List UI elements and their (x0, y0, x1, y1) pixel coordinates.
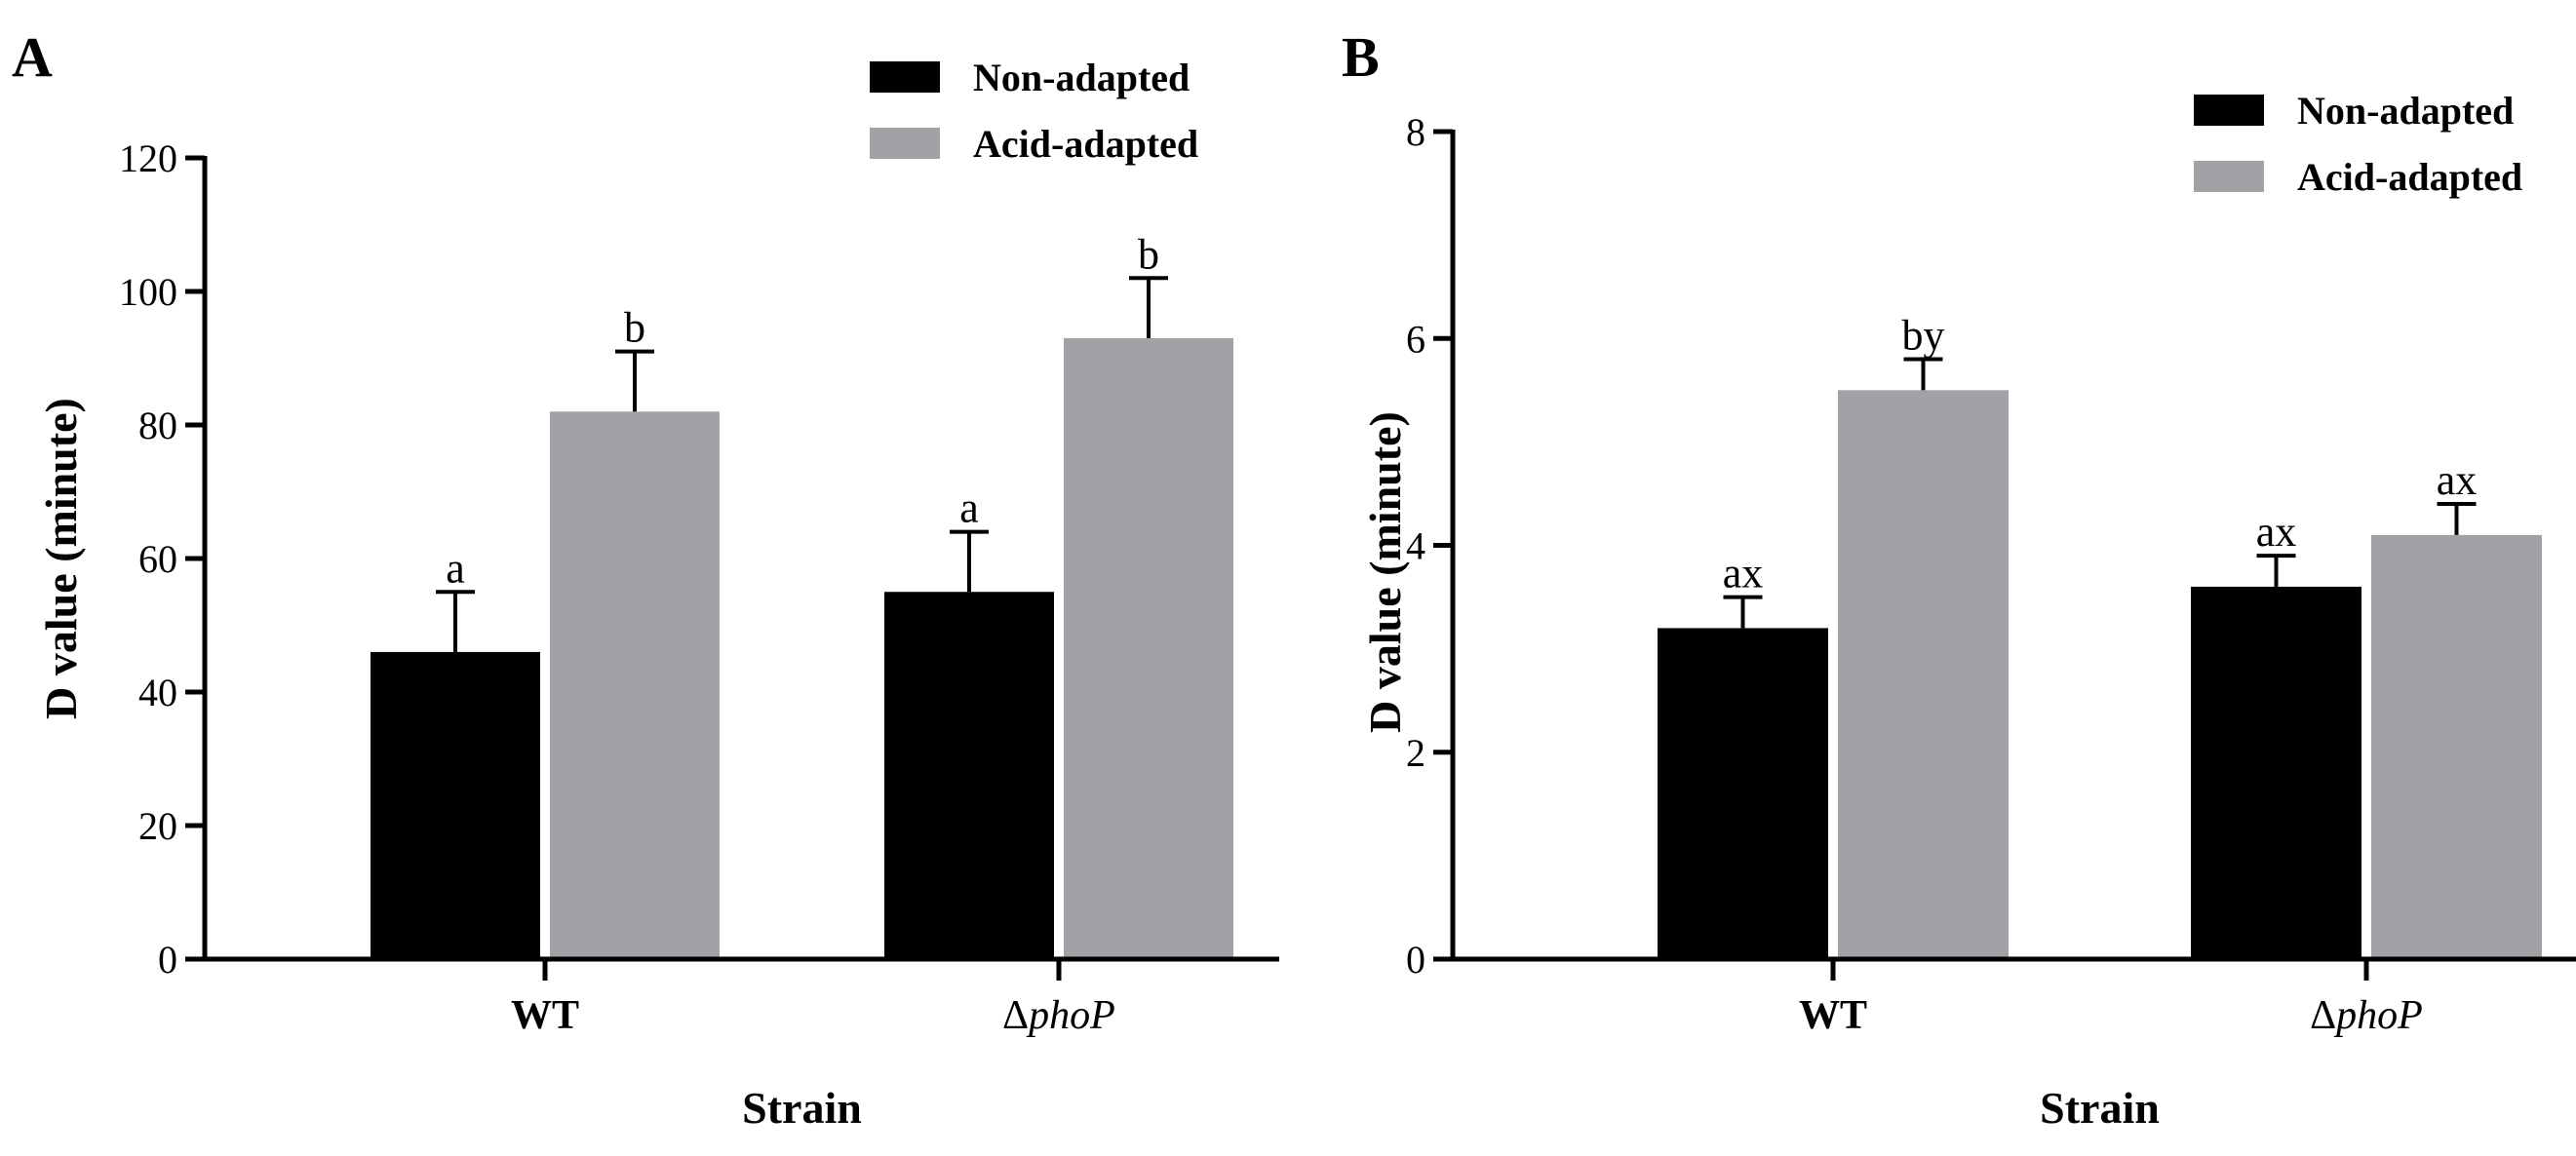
significance-label: a (446, 544, 465, 592)
x-tick-label: WT (511, 993, 579, 1038)
y-tick-label: 2 (1406, 731, 1425, 775)
y-tick-label: 8 (1406, 110, 1425, 154)
y-tick-label: 60 (138, 537, 177, 581)
bar-non-adapted-wt (1658, 628, 1828, 959)
y-tick-label: 0 (158, 938, 177, 982)
y-tick-label: 120 (119, 136, 177, 180)
legend-swatch-non-adapted (870, 61, 940, 93)
bar-non-adapted-phop (2191, 586, 2361, 959)
legend-label: Non-adapted (973, 56, 1190, 99)
x-tick-label: WT (1799, 993, 1867, 1038)
y-tick-label: 20 (138, 804, 177, 848)
legend-label: Non-adapted (2297, 89, 2514, 133)
y-tick-label: 6 (1406, 317, 1425, 361)
significance-label: a (959, 484, 979, 532)
bar-acid-adapted-phop (2371, 534, 2542, 959)
bar-non-adapted-phop (884, 592, 1054, 959)
panel-a: Aa b WT a b ΔphoP 0 20 40 60 80 100 120 D value (minu… (12, 25, 1279, 1133)
y-axis-title: D value (minute) (1360, 411, 1410, 733)
legend-swatch-acid-adapted (870, 128, 940, 159)
y-tick-label: 4 (1406, 524, 1425, 568)
legend-label: Acid-adapted (973, 122, 1198, 166)
bar-acid-adapted-phop (1064, 337, 1233, 959)
legend-label: Acid-adapted (2297, 155, 2522, 199)
significance-label: ax (2437, 456, 2478, 504)
x-tick-label: ΔphoP (2310, 993, 2423, 1038)
bar-acid-adapted-wt (1838, 390, 2009, 959)
y-tick-label: 80 (138, 404, 177, 447)
significance-label: b (624, 304, 645, 352)
y-tick-label: 0 (1406, 938, 1425, 982)
panel-letter: A (12, 25, 53, 89)
y-tick-label: 100 (119, 270, 177, 314)
significance-label: b (1138, 230, 1159, 278)
panel-b: Bax by WT ax ax ΔphoP 0 2 4 6 8 D value (minute) Str… (1342, 25, 2576, 1133)
bar-non-adapted-wt (371, 651, 540, 959)
legend-swatch-non-adapted (2194, 95, 2264, 126)
y-tick-label: 40 (138, 671, 177, 714)
significance-label: ax (1723, 550, 1764, 597)
significance-label: ax (2256, 508, 2297, 556)
bar-acid-adapted-wt (550, 411, 720, 959)
panel-letter: B (1342, 25, 1380, 89)
x-axis-title: Strain (2040, 1083, 2160, 1133)
y-axis-title: D value (minute) (36, 398, 86, 719)
x-tick-label: ΔphoP (1002, 993, 1115, 1038)
x-axis-title: Strain (742, 1083, 862, 1133)
significance-label: by (1902, 311, 1945, 359)
legend-swatch-acid-adapted (2194, 161, 2264, 192)
